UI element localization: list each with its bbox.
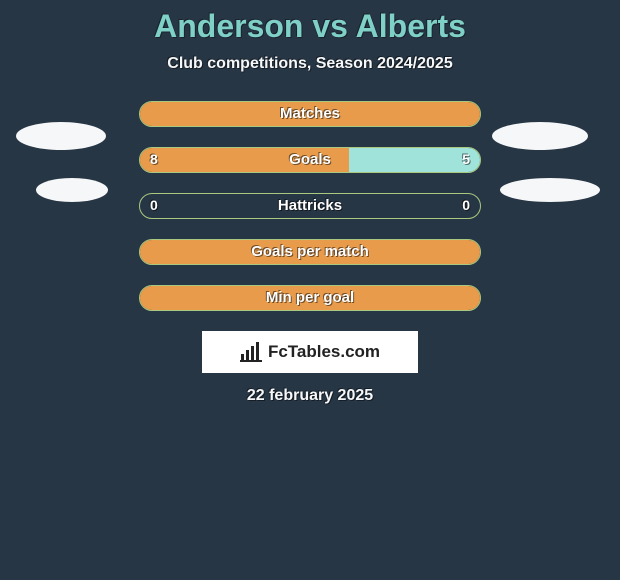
brand-text: FcTables.com: [268, 342, 380, 362]
stat-row: Min per goal: [139, 285, 481, 311]
lower-right-ellipse: [500, 178, 600, 202]
brand-badge: FcTables.com: [202, 331, 418, 373]
stat-label: Goals per match: [140, 240, 480, 263]
stat-row: Hattricks0 0: [139, 193, 481, 219]
upper-left-ellipse: [16, 122, 106, 150]
stat-label: Min per goal: [140, 286, 480, 309]
upper-right-ellipse: [492, 122, 588, 150]
stat-label: Goals: [140, 148, 480, 171]
stat-value-left: 0: [150, 194, 158, 217]
date-text: 22 february 2025: [0, 387, 620, 405]
page-subtitle: Club competitions, Season 2024/2025: [0, 55, 620, 73]
comparison-card: Anderson vs Alberts Club competitions, S…: [0, 0, 620, 580]
bar-chart-icon: [240, 342, 262, 362]
stat-row: Matches: [139, 101, 481, 127]
stat-row: Goals per match: [139, 239, 481, 265]
stat-value-left: 8: [150, 148, 158, 171]
page-title: Anderson vs Alberts: [0, 0, 620, 45]
stat-label: Hattricks: [140, 194, 480, 217]
stat-row: Goals8 5: [139, 147, 481, 173]
lower-left-ellipse: [36, 178, 108, 202]
stat-value-right: 0: [462, 194, 470, 217]
stat-label: Matches: [140, 102, 480, 125]
stat-value-right: 5: [462, 148, 470, 171]
